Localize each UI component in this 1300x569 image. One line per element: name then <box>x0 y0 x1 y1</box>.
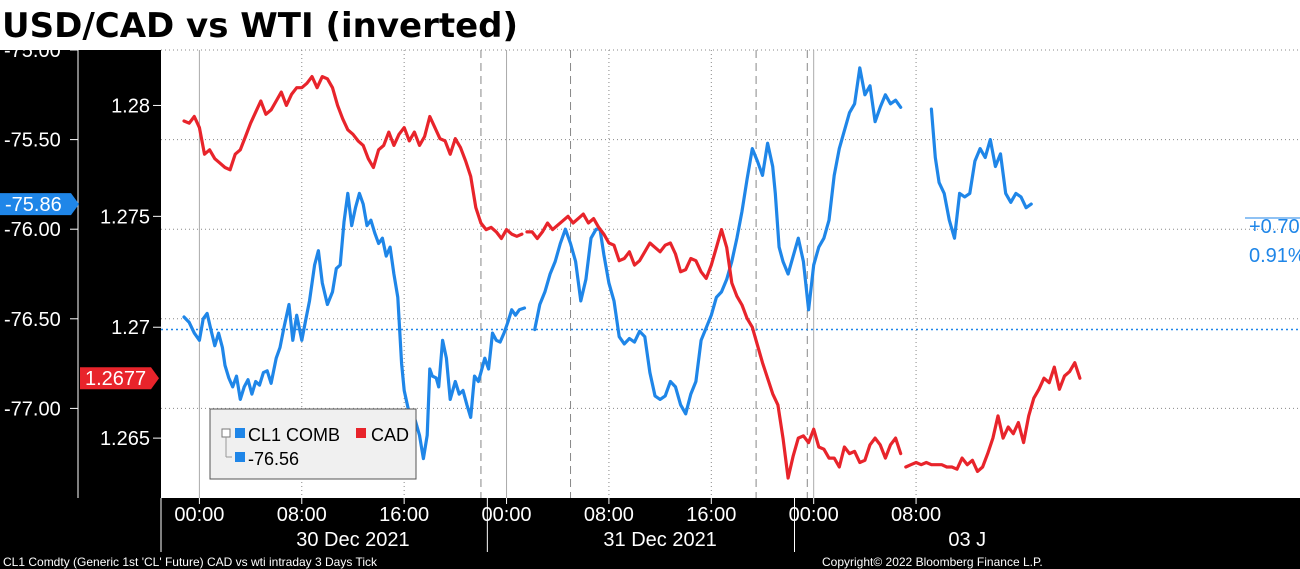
left-tick-label: -77.00 <box>4 398 61 420</box>
left-tick-label: -75.00 <box>4 40 61 62</box>
x-axis: 00:00 08:00 16:00 00:00 08:00 16:00 00:00 08:00… <box>160 498 986 552</box>
right-tick-label: 1.28 <box>111 95 150 117</box>
series-line-cad-segment-1 <box>525 212 903 480</box>
x-date-label: 30 Dec 2021 <box>296 529 409 551</box>
series-line-cad-segment-2 <box>904 361 1082 473</box>
legend-swatch-cl1 <box>235 428 245 438</box>
left-axis: -75.00 -75.50 -76.00 -76.50 -77.00 -75.86 <box>0 40 79 498</box>
series-line-cl1-segment-1 <box>533 66 903 416</box>
left-tick-label: -75.50 <box>4 130 61 152</box>
right-tick-label: 1.27 <box>111 317 150 339</box>
x-tick-label: 00:00 <box>174 504 224 526</box>
right-last-value-label: 1.2677 <box>85 368 146 390</box>
annotation-percent: 0.91% <box>1249 245 1300 267</box>
session-breaks <box>480 50 808 498</box>
x-tick-label: 08:00 <box>584 504 634 526</box>
x-tick-label: 00:00 <box>789 504 839 526</box>
legend: CL1 COMB CAD -76.56 <box>209 408 417 480</box>
x-date-label: 31 Dec 2021 <box>603 529 716 551</box>
chart-title: USD/CAD vs WTI (inverted) <box>2 6 519 46</box>
series-line-cl1-segment-0 <box>182 191 527 461</box>
left-tick-label: -76.50 <box>4 309 61 331</box>
series-line-cad-segment-0 <box>182 74 524 241</box>
footer-source: CL1 Comdty (Generic 1st 'CL' Future) CAD… <box>3 555 378 569</box>
legend-label-cl1: CL1 COMB <box>248 425 340 445</box>
x-tick-label: 08:00 <box>891 504 941 526</box>
x-tick-label: 16:00 <box>686 504 736 526</box>
legend-swatch-cad <box>356 428 366 438</box>
right-axis: 1.28 1.275 1.27 1.265 1.2677 <box>80 95 161 450</box>
right-tick-label: 1.275 <box>100 206 150 228</box>
annotations: +0.70 0.91% <box>1245 216 1300 267</box>
legend-box <box>209 408 417 480</box>
legend-value-cl1: -76.56 <box>248 449 299 469</box>
x-axis-panel <box>0 498 1300 552</box>
x-tick-label: 00:00 <box>482 504 532 526</box>
legend-label-cad: CAD <box>371 425 409 445</box>
left-tick-label: -76.00 <box>4 219 61 241</box>
right-tick-label: 1.265 <box>100 428 150 450</box>
x-tick-label: 08:00 <box>277 504 327 526</box>
x-date-label: 03 J <box>948 529 986 551</box>
left-last-value-tag <box>0 193 79 216</box>
left-last-value-label: -75.86 <box>5 194 62 216</box>
x-tick-label: 16:00 <box>379 504 429 526</box>
series-lines <box>182 66 1082 480</box>
footer-bar <box>0 552 1300 569</box>
legend-swatch-cl1-value <box>235 452 245 462</box>
series-line-cl1-segment-2 <box>929 107 1033 240</box>
footer-copyright: Copyright© 2022 Bloomberg Finance L.P. <box>822 555 1043 569</box>
left-axis-panel <box>0 50 161 552</box>
legend-expand-icon[interactable] <box>221 428 231 438</box>
annotation-change: +0.70 <box>1249 216 1300 238</box>
right-last-value-tag <box>80 367 159 390</box>
